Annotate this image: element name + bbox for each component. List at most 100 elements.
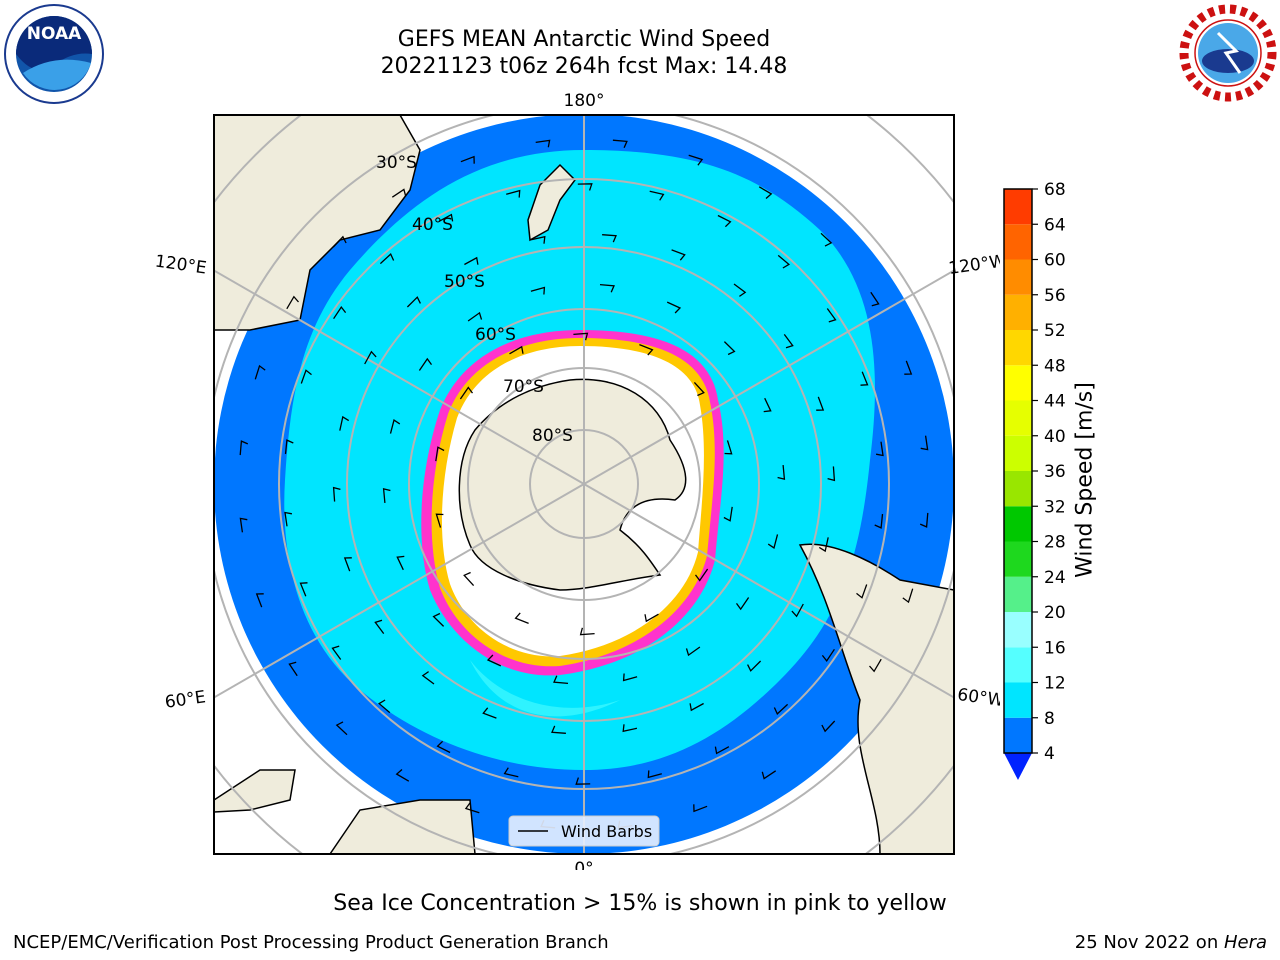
wind-barb	[622, 724, 638, 733]
colorbar-segment	[1004, 576, 1032, 612]
colorbar-label: Wind Speed [m/s]	[1072, 382, 1098, 578]
colorbar-segment	[1004, 294, 1032, 330]
wind-barb	[299, 582, 308, 597]
colorbar-tick-label: 48	[1044, 356, 1066, 376]
lat-label-50s: 50°S	[444, 272, 485, 292]
wind-barb	[723, 341, 736, 356]
wind-barb	[902, 588, 914, 604]
colorbar-segment	[1004, 541, 1032, 577]
colorbar-segment	[1004, 435, 1032, 471]
wind-barb	[777, 254, 791, 269]
map-legend: Wind Barbs	[508, 815, 660, 847]
wind-barb	[773, 703, 789, 715]
chart-title: GEFS MEAN Antarctic Wind Speed	[397, 27, 771, 52]
colorbar-tick-label: 56	[1044, 286, 1066, 306]
wind-barb	[459, 386, 474, 400]
lon-label-0: 0°	[574, 859, 593, 870]
wind-barb	[579, 627, 595, 636]
wind-barb	[733, 283, 747, 297]
colorbar-segment	[1004, 717, 1032, 753]
wind-barb	[826, 308, 837, 323]
footer-date-text: 25 Nov 2022 on	[1074, 932, 1224, 953]
wind-barb	[821, 648, 835, 663]
wind-barb	[573, 332, 589, 341]
wind-barb	[530, 286, 546, 295]
wind-barb	[379, 253, 395, 265]
wind-barb	[689, 702, 704, 712]
colorbar-tick-label: 52	[1044, 321, 1066, 341]
colorbar-tick-label: 4	[1044, 744, 1055, 764]
noaa-logo: NOAA	[4, 4, 104, 104]
colorbar-tick-label: 8	[1044, 709, 1055, 729]
lon-label-60e: 60°E	[164, 687, 207, 712]
wind-barb	[395, 769, 410, 782]
antarctic-map: 180° 120°E 120°W 60°E 60°W 0° 30°S 40°S …	[154, 91, 1000, 870]
wind-barb	[343, 557, 352, 572]
map-frame	[213, 114, 955, 855]
colorbar-segment	[1004, 682, 1032, 718]
colorbar-tick-label: 28	[1044, 533, 1066, 553]
colorbar-segment	[1004, 330, 1032, 366]
wind-barb	[406, 296, 421, 308]
wind-barb	[382, 488, 391, 503]
lat-label-60s: 60°S	[475, 325, 516, 345]
wind-barb	[435, 513, 444, 528]
wind-barb	[649, 190, 665, 201]
africa	[329, 799, 476, 854]
wind-barb	[286, 295, 299, 310]
colorbar-segment	[1004, 189, 1032, 225]
wind-barb	[551, 725, 566, 734]
wind-barb	[666, 301, 682, 314]
lon-label-180: 180°	[564, 91, 605, 111]
wind-barb	[509, 345, 524, 355]
wind-barb	[364, 350, 377, 365]
colorbar-segment	[1004, 259, 1032, 295]
wind-barb	[463, 571, 475, 587]
wind-barb	[875, 441, 884, 457]
wind-barb	[693, 804, 708, 813]
wind-barb	[436, 740, 451, 754]
footer-date: 25 Nov 2022 on Hera	[1075, 932, 1267, 953]
wind-barb	[377, 699, 391, 714]
wind-barb	[767, 534, 779, 549]
wind-barb	[688, 154, 704, 166]
wind-barb	[435, 446, 445, 462]
colorbar-tick-label: 12	[1044, 674, 1066, 694]
wind-barb	[714, 746, 730, 755]
wind-barb	[647, 770, 662, 779]
sea-ice-note: Sea Ice Concentration > 15% is shown in …	[333, 891, 947, 916]
wind-barb	[514, 612, 529, 625]
wind-barb	[332, 235, 347, 248]
wind-barb	[747, 660, 762, 672]
wind-barb	[761, 770, 777, 780]
wind-barb	[255, 593, 264, 608]
colorbar-tick-label: 16	[1044, 638, 1066, 658]
wind-barb	[535, 139, 551, 148]
wind-barb	[577, 183, 593, 191]
wind-barb	[920, 435, 929, 451]
lat-label-70s: 70°S	[503, 377, 544, 397]
wind-barbs	[239, 139, 929, 829]
wind-barb	[758, 186, 773, 199]
wind-barb	[869, 658, 882, 673]
new-zealand	[527, 163, 576, 242]
wind-barb	[503, 767, 519, 778]
colorbar-tick-label: 64	[1044, 215, 1066, 235]
colorbar-tick-label: 32	[1044, 497, 1066, 517]
wind-barb	[919, 512, 929, 528]
wind-barb	[612, 139, 628, 149]
wind-barb	[693, 381, 705, 397]
colorbar-tick-label: 24	[1044, 568, 1066, 588]
wind-barb	[602, 234, 617, 243]
wind-barb	[467, 311, 483, 322]
wind-barb	[389, 419, 401, 434]
wind-barb	[486, 654, 502, 667]
wind-barb	[464, 802, 480, 814]
wind-barb	[783, 334, 794, 349]
wind-barb	[284, 439, 294, 455]
wind-barb	[724, 440, 733, 455]
lat-label-80s: 80°S	[532, 426, 573, 446]
wind-barb	[418, 357, 433, 371]
wind-barb	[460, 155, 475, 164]
